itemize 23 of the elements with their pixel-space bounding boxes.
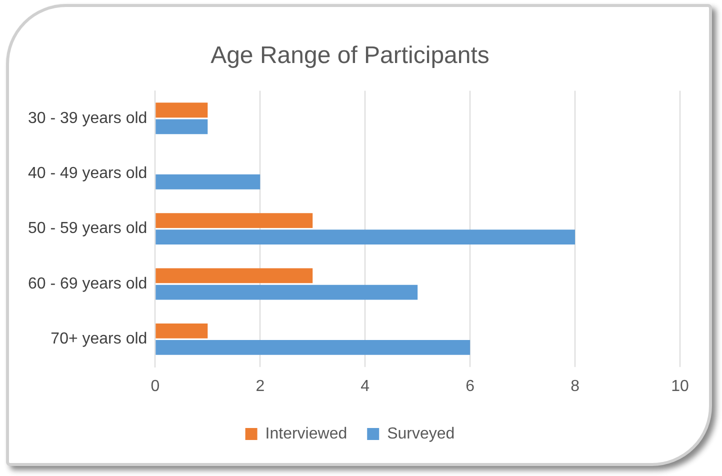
- legend-label: Surveyed: [387, 425, 455, 442]
- bar: [156, 174, 260, 190]
- y-tick-label: 40 - 49 years old: [28, 165, 148, 182]
- y-tick-label: 50 - 59 years old: [28, 220, 148, 238]
- y-tick-label: 60 - 69 years old: [28, 275, 148, 292]
- y-tick-label: 30 - 39 years old: [28, 110, 148, 127]
- x-tick-label: 10: [671, 378, 689, 395]
- bar: [156, 284, 418, 300]
- x-tick-label: 8: [570, 378, 580, 395]
- bar: [156, 230, 576, 245]
- x-tick-label: 6: [466, 378, 475, 395]
- bar: [156, 323, 208, 338]
- bar: [156, 119, 208, 134]
- chart-title: Age Range of Participants: [210, 42, 490, 70]
- legend-label: Interviewed: [265, 425, 348, 442]
- bar: [156, 268, 313, 284]
- x-tick-label: 2: [256, 378, 265, 395]
- x-tick-label: 0: [150, 378, 160, 395]
- bar: [156, 340, 470, 355]
- bar: [156, 213, 313, 228]
- y-tick-label: 70+ years old: [50, 330, 148, 348]
- x-tick-label: 4: [360, 378, 370, 395]
- bar: [156, 102, 208, 118]
